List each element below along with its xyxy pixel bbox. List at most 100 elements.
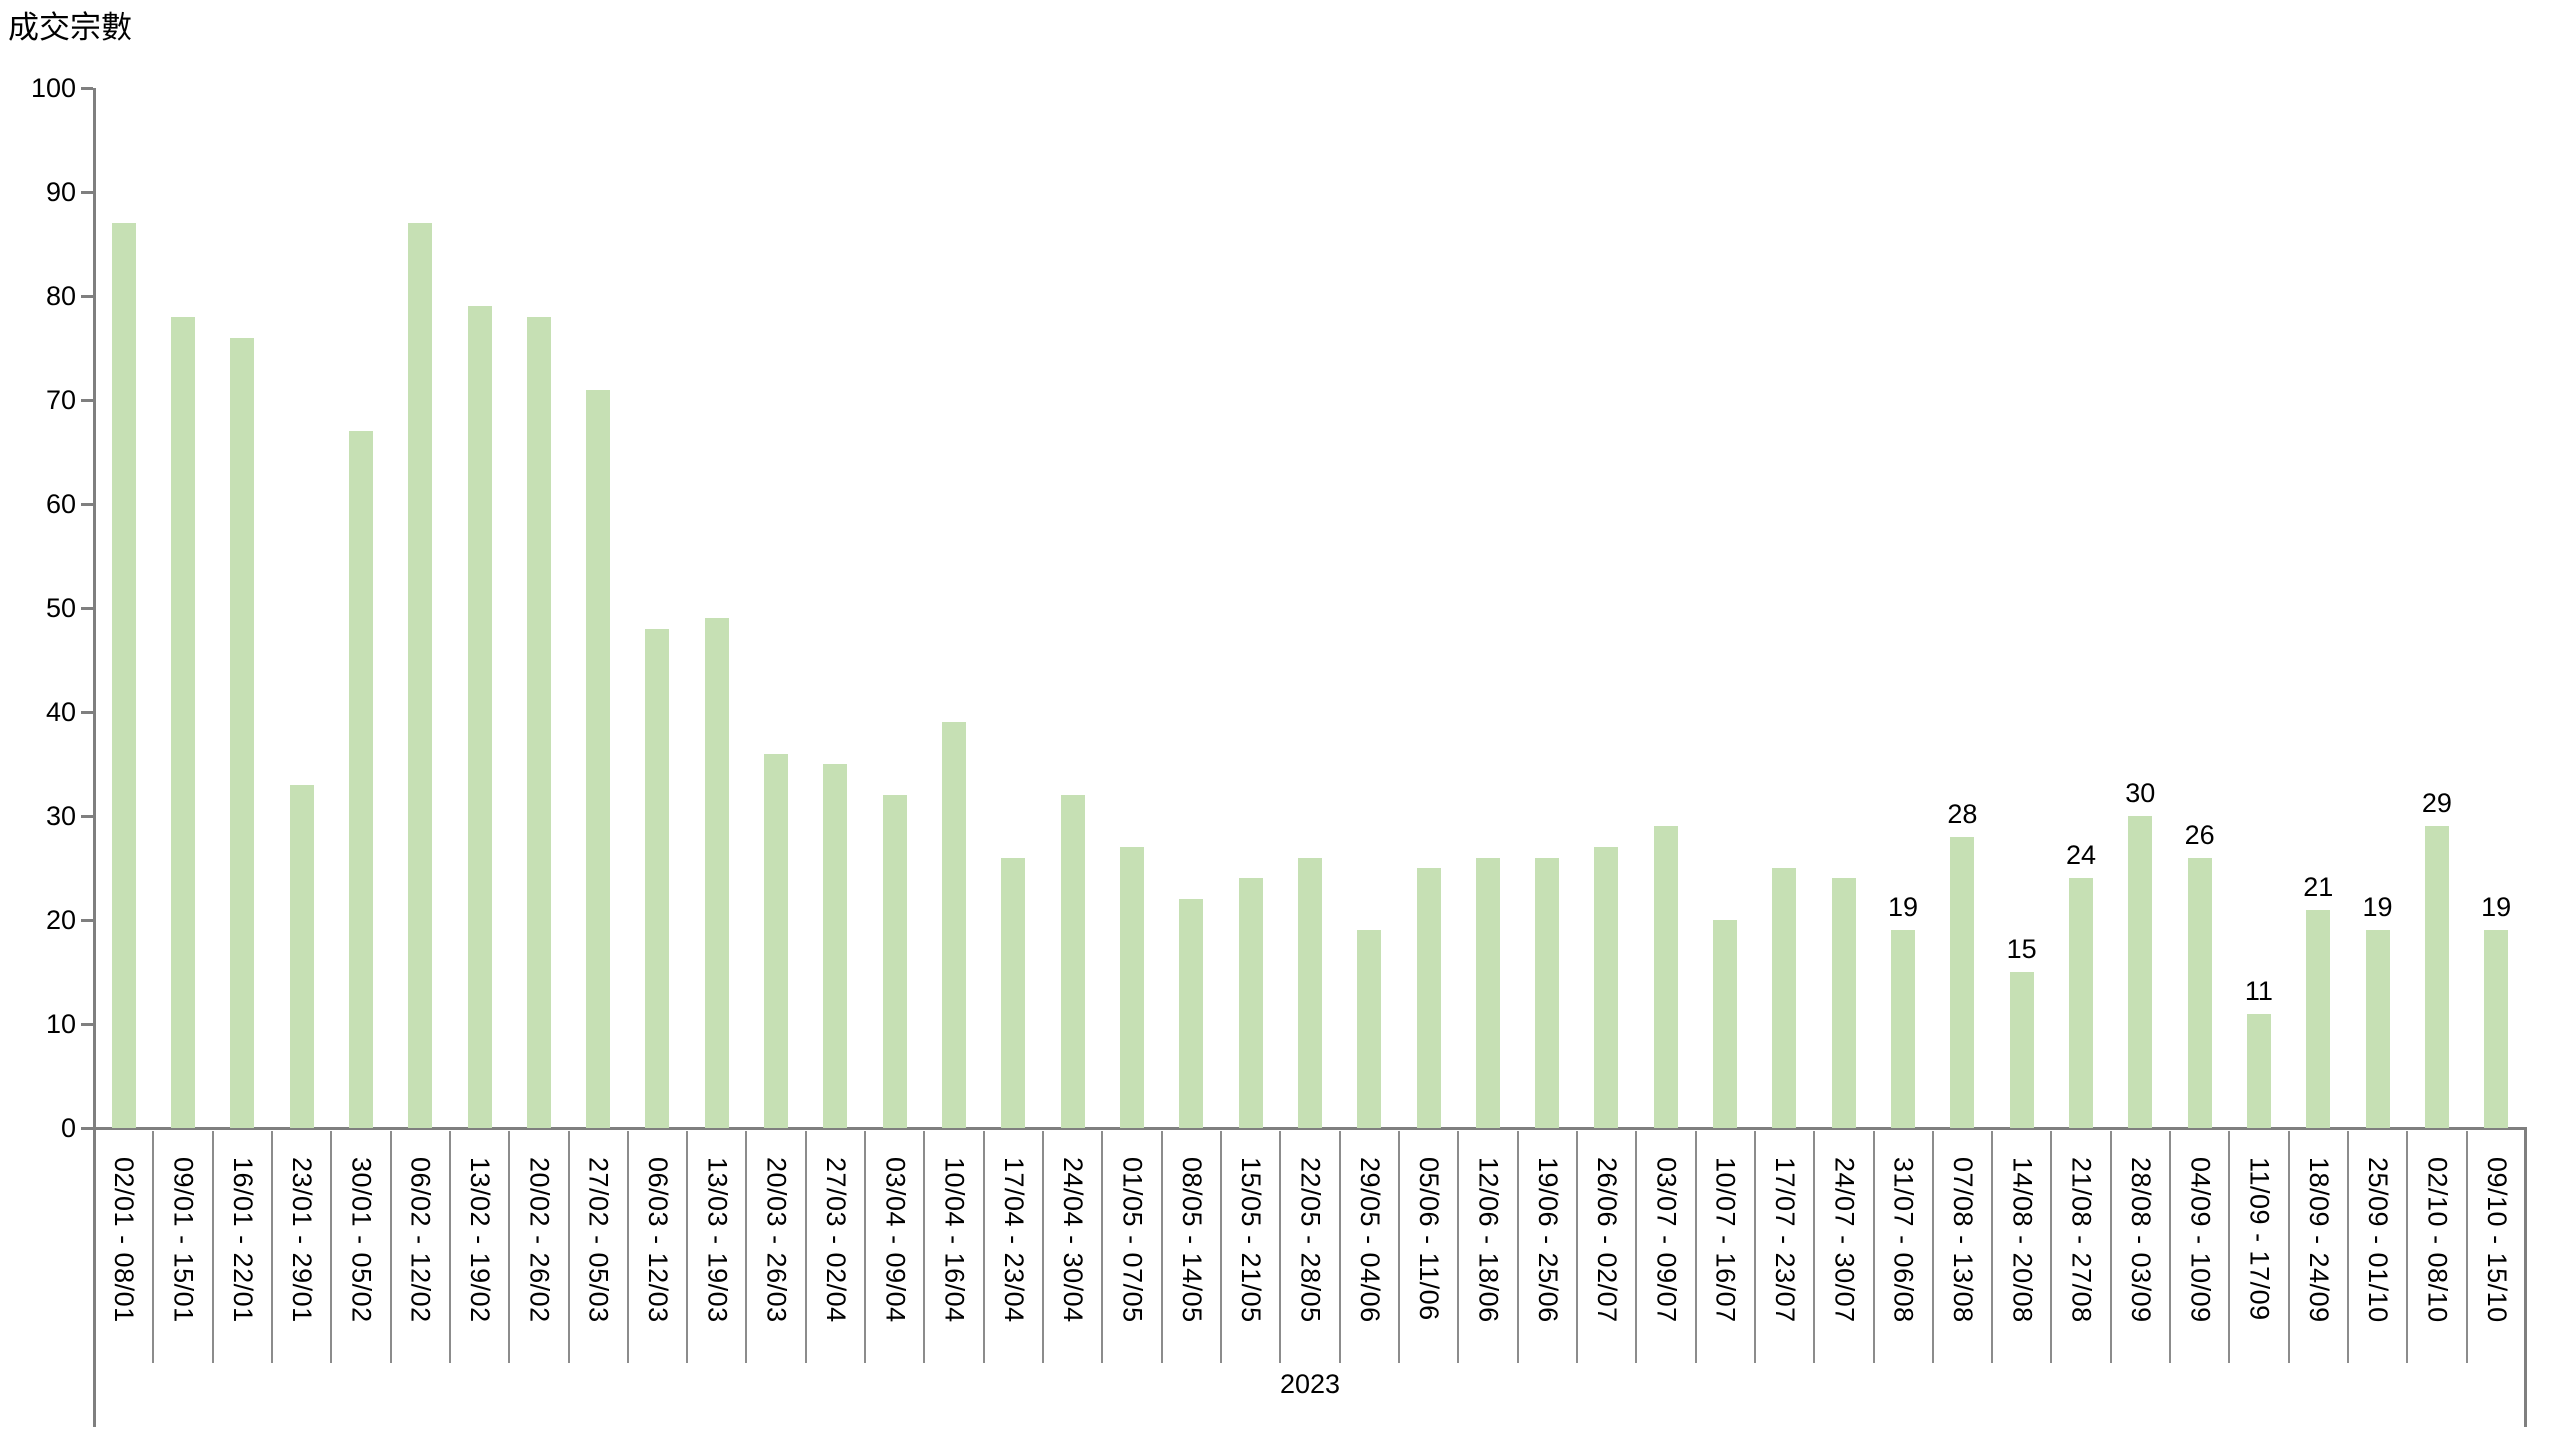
bar [2009, 972, 2034, 1128]
bar-slot: 19 [1873, 88, 1932, 1128]
y-axis-tick [81, 919, 93, 922]
x-axis-category-label: 10/04 - 16/04 [939, 1157, 970, 1323]
category-separator-line [864, 1131, 867, 1363]
bar [764, 753, 789, 1128]
bar-slot: 19 [2348, 88, 2407, 1128]
category-separator-line [1872, 1131, 1875, 1363]
x-axis-category-label: 04/09 - 10/09 [2185, 1157, 2216, 1323]
bar-slot [865, 88, 924, 1128]
x-axis-category-label: 03/04 - 09/04 [880, 1157, 911, 1323]
bar-slot [1577, 88, 1636, 1128]
bar-slot [1102, 88, 1161, 1128]
category-separator-line [1160, 1131, 1163, 1363]
bar [704, 618, 729, 1128]
bar [1475, 857, 1500, 1128]
bar-slot [1221, 88, 1280, 1128]
y-axis-tick [81, 1023, 93, 1026]
x-axis-category-label: 02/01 - 08/01 [109, 1157, 140, 1323]
bar-data-label: 19 [1888, 892, 1919, 923]
x-axis-line [93, 1127, 2527, 1130]
y-axis-tick-label: 10 [45, 1009, 76, 1039]
x-axis-category-label: 12/06 - 18/06 [1473, 1157, 1504, 1323]
bar-slot [1636, 88, 1695, 1128]
x-axis-category-label: 18/09 - 24/09 [2303, 1157, 2334, 1323]
category-separator-line [1931, 1131, 1934, 1363]
x-axis-category-label: 06/02 - 12/02 [405, 1157, 436, 1323]
bar [1179, 899, 1204, 1128]
bar [170, 316, 195, 1128]
category-separator-line [1279, 1131, 1282, 1363]
y-axis-tick [81, 191, 93, 194]
bar-data-label: 15 [2006, 934, 2037, 964]
category-separator-line [2347, 1131, 2350, 1363]
bar [1594, 847, 1619, 1128]
bar [2365, 930, 2390, 1128]
category-separator-line [508, 1131, 511, 1363]
bar [823, 764, 848, 1128]
x-axis-category-label: 30/01 - 05/02 [346, 1157, 377, 1323]
category-separator-line [211, 1131, 214, 1363]
bar [2424, 826, 2449, 1128]
x-axis-category-label: 09/10 - 15/10 [2481, 1157, 2512, 1323]
y-axis-tick-label: 60 [45, 489, 76, 519]
x-axis-category-label: 14/08 - 20/08 [2007, 1157, 2038, 1323]
bar-slot [806, 88, 865, 1128]
bar [1653, 826, 1678, 1128]
y-axis-tick [81, 503, 93, 506]
bar-data-label: 29 [2421, 788, 2452, 819]
x-axis-category-label: 16/01 - 22/01 [227, 1157, 258, 1323]
x-axis-category-label: 15/05 - 21/05 [1236, 1157, 1267, 1323]
y-axis-tick-label: 20 [45, 905, 76, 935]
bar [1950, 836, 1975, 1128]
bar [2068, 878, 2093, 1128]
bar [1238, 878, 1263, 1128]
x-axis-category-label: 24/04 - 30/04 [1058, 1157, 1089, 1323]
category-separator-line [1813, 1131, 1816, 1363]
y-axis-tick [81, 815, 93, 818]
category-separator-line [152, 1131, 155, 1363]
bar-data-label: 11 [2244, 975, 2273, 1006]
bar-slot [1755, 88, 1814, 1128]
bar [1119, 847, 1144, 1128]
y-axis-line [93, 88, 96, 1131]
bar-slot [1280, 88, 1339, 1128]
bar-data-label: 28 [1947, 798, 1978, 829]
bar-slot [628, 88, 687, 1128]
category-separator-line [1694, 1131, 1697, 1363]
bar-slot: 28 [1933, 88, 1992, 1128]
bar [348, 431, 373, 1128]
y-axis-tick [81, 607, 93, 610]
category-separator-line [2169, 1131, 2172, 1363]
category-separator-line [2228, 1131, 2231, 1363]
bar-slot [450, 88, 509, 1128]
bar-slot [94, 88, 153, 1128]
bar [230, 337, 255, 1128]
bar-slot [1458, 88, 1517, 1128]
bar-data-label: 30 [2125, 778, 2156, 808]
x-axis-category-label: 26/06 - 02/07 [1592, 1157, 1623, 1323]
bar-slot [331, 88, 390, 1128]
category-separator-line [330, 1131, 333, 1363]
bar [526, 316, 551, 1128]
bar [586, 389, 611, 1128]
y-axis-tick-label: 30 [45, 801, 76, 831]
bar-slot: 19 [2467, 88, 2526, 1128]
x-axis-category-label: 06/03 - 12/03 [643, 1157, 673, 1323]
bar-slot: 24 [2051, 88, 2110, 1128]
y-axis-tick-label: 0 [60, 1113, 76, 1143]
bar-slot [569, 88, 628, 1128]
x-axis-category-label: 02/10 - 08/10 [2422, 1157, 2453, 1323]
y-axis-tick-label: 80 [45, 281, 76, 311]
y-axis-tick [81, 399, 93, 402]
category-separator-line [1991, 1131, 1994, 1363]
bar-data-label: 19 [2481, 892, 2512, 923]
category-separator-line [2406, 1131, 2409, 1363]
category-separator-line [2287, 1131, 2290, 1363]
category-separator-line [982, 1131, 985, 1363]
x-axis-category-label: 22/05 - 28/05 [1295, 1157, 1326, 1323]
bar-slot [746, 88, 805, 1128]
category-separator-line [448, 1131, 451, 1363]
y-axis-tick-label: 40 [45, 697, 76, 727]
plot-area: 19 28 15 24 30 26 11 21 19 29 19 [94, 88, 2526, 1128]
